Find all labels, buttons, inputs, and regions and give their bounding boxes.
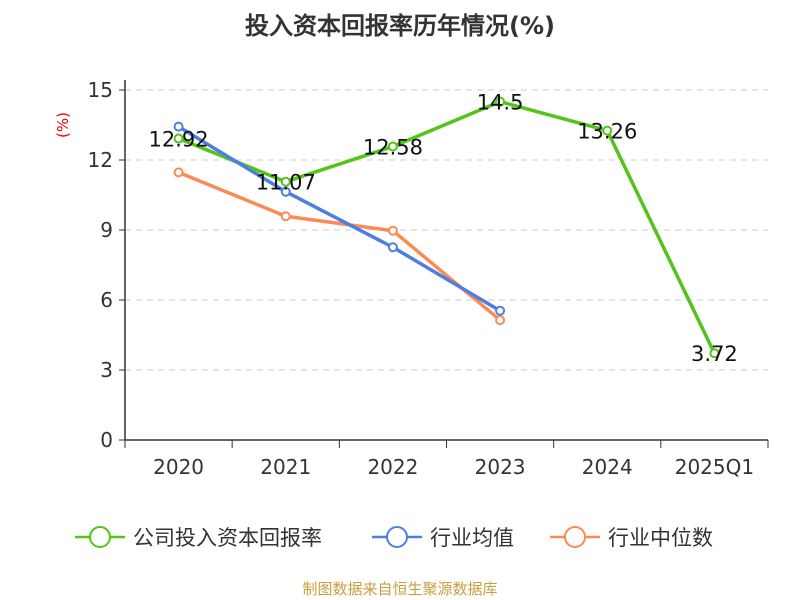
data-label: 3.72 <box>691 342 738 366</box>
chart-title: 投入资本回报率历年情况(%) <box>245 12 555 40</box>
data-point <box>387 141 398 152</box>
legend-label: 行业均值 <box>430 526 514 550</box>
y-tick-label: 3 <box>100 358 113 382</box>
legend-marker <box>564 526 586 548</box>
y-tick-label: 6 <box>100 288 113 312</box>
data-label: 14.5 <box>477 91 524 115</box>
data-point <box>280 176 291 187</box>
data-point <box>495 315 506 326</box>
x-tick-label: 2025Q1 <box>675 455 754 479</box>
data-point <box>602 125 613 136</box>
source-footer: 制图数据来自恒生聚源数据库 <box>302 580 498 598</box>
series-line-2 <box>177 170 502 322</box>
y-tick-label: 15 <box>88 78 113 102</box>
x-tick-label: 2022 <box>367 455 418 479</box>
y-axis-label: (%) <box>54 112 72 138</box>
series-line-1 <box>177 125 501 313</box>
x-tick-label: 2024 <box>582 455 633 479</box>
data-label: 13.26 <box>577 120 637 144</box>
data-point <box>495 96 506 107</box>
data-label: 12.58 <box>363 135 423 159</box>
legend-marker <box>89 526 111 548</box>
data-point <box>280 211 291 222</box>
legend-marker <box>386 526 408 548</box>
data-label: 11.07 <box>256 171 316 195</box>
data-point <box>709 348 720 359</box>
data-point <box>173 133 184 144</box>
y-tick-label: 9 <box>100 218 113 242</box>
x-tick-label: 2023 <box>475 455 526 479</box>
x-tick-label: 2020 <box>153 455 204 479</box>
series-line-0 <box>177 99 716 354</box>
x-tick-label: 2021 <box>260 455 311 479</box>
data-point <box>280 186 291 197</box>
data-point <box>173 167 184 178</box>
y-tick-label: 12 <box>88 148 113 172</box>
data-point <box>387 242 398 253</box>
legend-label: 公司投入资本回报率 <box>133 526 322 550</box>
data-label: 12.92 <box>149 128 209 152</box>
data-point <box>495 305 506 316</box>
data-point <box>173 121 184 132</box>
data-point <box>387 225 398 236</box>
legend-label: 行业中位数 <box>608 526 713 550</box>
y-tick-label: 0 <box>100 428 113 452</box>
